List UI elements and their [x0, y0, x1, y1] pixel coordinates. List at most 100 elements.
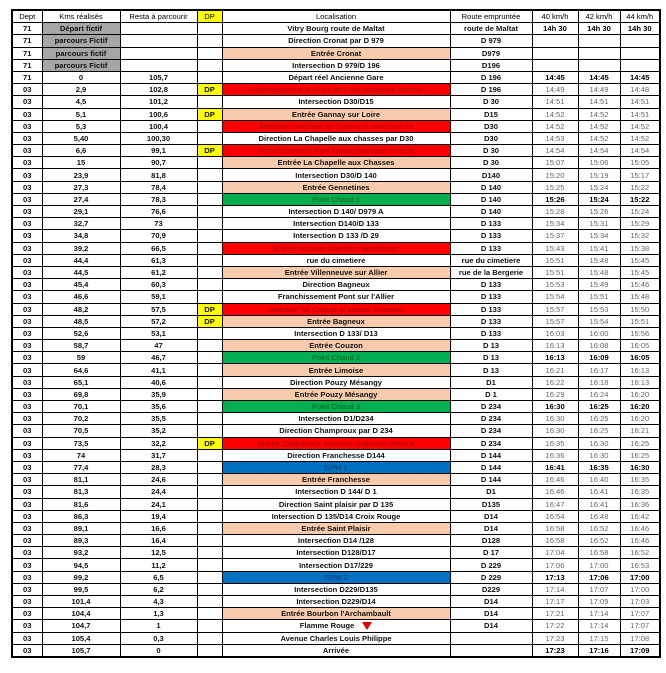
kms-cell-text: 81,3: [73, 487, 89, 497]
location-cell-text: Intersection D30/D15: [298, 97, 374, 107]
kms-cell: 64,6: [41, 363, 121, 377]
time-40-cell-text: 16:22: [545, 377, 565, 387]
remaining-cell-text: 0,3: [153, 633, 164, 643]
dp-cell: [196, 156, 223, 170]
route-cell-text: D 133: [480, 231, 502, 241]
dept-cell: 03: [11, 229, 43, 243]
location-cell-text: Franchissement Pont Canal chaussée rétré…: [258, 146, 414, 156]
time-44-cell: 16:36: [619, 497, 661, 511]
remaining-cell: 101,2: [119, 95, 198, 109]
dept-cell: 03: [11, 156, 43, 170]
time-40-cell-text: 14:53: [545, 133, 565, 143]
time-42-cell-text: 16:25: [589, 426, 609, 436]
location-cell: Entrée Champroux Attention chaussée rétr…: [221, 436, 451, 450]
time-40-cell: 15:25: [531, 180, 579, 194]
location-cell-text: Direction Champroux par D 234: [279, 426, 393, 436]
remaining-cell: 46,7: [119, 351, 198, 365]
time-42-cell-text: 16:35: [589, 463, 609, 473]
time-40-cell: 15:51: [531, 265, 579, 280]
time-44-cell-text: 15:51: [630, 316, 650, 326]
time-42-cell-text: 16:08: [589, 341, 609, 351]
time-44-cell: 15:22: [619, 180, 661, 194]
route-cell: D135: [449, 497, 533, 511]
route-cell-text: D 234: [480, 438, 502, 448]
time-44-cell-text: 14:51: [630, 109, 650, 119]
dept-cell-text: 03: [23, 292, 32, 302]
time-40-cell: 17:17: [531, 594, 579, 609]
kms-cell: 70,1: [41, 399, 121, 414]
route-cell-text: D 979: [480, 36, 502, 46]
time-44-cell: 15:24: [619, 204, 661, 219]
time-42-cell-text: 17:09: [589, 597, 609, 607]
time-40-cell-text: 14:54: [545, 146, 565, 156]
remaining-cell-text: 57,5: [151, 304, 166, 314]
time-40-cell-text: 14:51: [545, 97, 565, 107]
time-42-cell-text: 15:53: [589, 304, 609, 314]
remaining-cell-text: 61,3: [151, 255, 166, 265]
dept-cell: 03: [11, 558, 43, 572]
time-44-cell: 14:48: [619, 83, 661, 97]
route-cell: rue de la Bergerie: [449, 265, 533, 280]
route-cell: D 133: [449, 229, 533, 243]
remaining-cell: 57,2: [119, 314, 198, 328]
time-44-cell: 16:05: [619, 339, 661, 353]
time-40-cell-text: 16:58: [545, 536, 565, 546]
location-cell-text: Franchissement Pont sur l'Allier: [277, 292, 395, 302]
kms-cell-text: 48,2: [73, 304, 89, 314]
location-cell-text: Intersection D 140/ D979 A: [288, 207, 384, 217]
dept-cell: 03: [11, 119, 43, 133]
time-42-cell-text: 14:49: [589, 85, 609, 95]
header-40kmh: 40 km/h: [531, 9, 579, 24]
dept-cell: 03: [11, 424, 43, 438]
kms-cell: 86,3: [41, 509, 121, 523]
time-40-cell: 15:43: [531, 241, 579, 255]
time-42-cell-text: 15:26: [589, 207, 609, 217]
dept-cell: 03: [11, 570, 43, 584]
route-cell-text: D979: [481, 48, 501, 58]
kms-cell-text: 99,2: [73, 572, 89, 582]
route-cell: D 196: [449, 70, 533, 85]
time-40-cell: 14:52: [531, 107, 579, 121]
kms-cell: 69,8: [41, 387, 121, 402]
route-cell: D140: [449, 168, 533, 182]
kms-cell-text: 15: [76, 158, 86, 168]
time-40-cell-text: 15:54: [545, 292, 565, 302]
time-42-cell: 14:51: [577, 95, 621, 109]
dept-cell-text: 71: [23, 60, 32, 70]
remaining-cell-text: 99,1: [151, 146, 166, 156]
dp-cell: DP: [196, 436, 223, 450]
time-42-cell-text: 17:07: [589, 584, 609, 594]
kms-cell-text: 27,4: [73, 194, 89, 204]
remaining-cell-text: 90,7: [151, 158, 166, 168]
dept-cell-text: 03: [23, 304, 32, 314]
table-row: 03 39,2 66,5 Entrée Aurouer Attention ralen…: [11, 241, 661, 255]
table-row: 03 101,4 4,3 Intersection D229/D14 D14 17:17 1…: [11, 594, 661, 609]
dp-cell: [196, 448, 223, 462]
time-44-cell-text: 16:30: [630, 463, 650, 473]
location-cell-text: Direction Bagneux: [302, 280, 370, 290]
dp-cell: DP: [196, 314, 223, 328]
route-cell: D 133: [449, 278, 533, 292]
remaining-cell-text: 100,30: [146, 133, 171, 143]
header-42kmh: 42 km/h: [577, 9, 621, 24]
dept-cell-text: 03: [23, 475, 32, 485]
dept-cell: 03: [11, 326, 43, 341]
time-42-cell: 16:08: [577, 339, 621, 353]
dp-cell: [196, 217, 223, 231]
kms-cell-text: 39,2: [73, 243, 89, 253]
kms-cell: 105,7: [41, 643, 121, 658]
time-44-cell-text: 15:56: [630, 328, 650, 338]
kms-cell-text: 81,6: [73, 499, 89, 509]
kms-cell: Départ fictif: [41, 22, 121, 36]
remaining-cell: [119, 46, 198, 60]
dept-cell: 03: [11, 363, 43, 377]
dept-cell-text: 03: [23, 377, 32, 387]
location-cell: Intersection D 144/ D 1: [221, 485, 451, 499]
location-cell-text: Intersection D128/D17: [296, 548, 376, 558]
dept-cell-text: 03: [23, 523, 32, 533]
remaining-cell-text: 35,9: [151, 389, 166, 399]
kms-cell-text: 86,3: [73, 511, 89, 521]
route-cell-text: D229: [481, 584, 501, 594]
location-cell: Intersection D 133/ D13: [221, 326, 451, 341]
remaining-cell-text: 101,2: [148, 97, 168, 107]
